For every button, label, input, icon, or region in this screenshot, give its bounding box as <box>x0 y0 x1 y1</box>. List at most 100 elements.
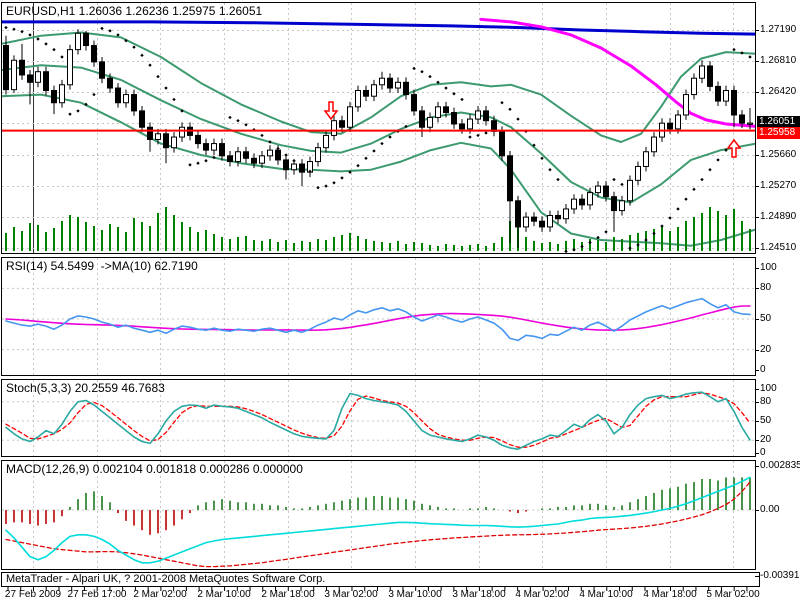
candle <box>699 60 705 84</box>
candle <box>115 83 121 108</box>
axis-tick <box>755 453 759 454</box>
candle <box>563 204 569 224</box>
candle <box>75 29 81 55</box>
axis-tick <box>755 30 759 31</box>
price-label: 1.26810 <box>760 55 797 66</box>
candle <box>691 73 697 100</box>
time-label: 3 Mar 18:00 <box>452 589 506 600</box>
candle <box>243 146 249 164</box>
candle <box>547 210 553 232</box>
candle <box>235 146 241 167</box>
candle <box>283 155 289 180</box>
main-chart-title: EURUSD,H1 1.26036 1.26236 1.25975 1.2605… <box>6 4 263 18</box>
candle <box>163 128 169 164</box>
time-label: 5 Mar 02:00 <box>706 589 760 600</box>
axis-tick <box>755 389 759 390</box>
bollinger-bands <box>1 31 756 247</box>
axis-tick <box>755 402 759 403</box>
macd-panel-canvas[interactable] <box>1 460 756 570</box>
axis-tick <box>755 155 759 156</box>
candle <box>179 122 185 142</box>
candle <box>571 194 577 214</box>
axis-tick <box>755 288 759 289</box>
candle <box>651 132 657 157</box>
price-label: 0.00 <box>760 504 780 515</box>
buy-arrow-object[interactable] <box>726 138 742 158</box>
current-price-badge: 1.26051 <box>757 116 800 128</box>
candle <box>355 85 361 112</box>
slow-ma-line <box>1 20 756 36</box>
stoch-main-line <box>5 391 751 450</box>
bollinger-upper-line <box>1 31 756 143</box>
price-label: 0 <box>760 447 766 458</box>
candle <box>531 212 537 227</box>
candle <box>251 153 257 169</box>
candle <box>619 195 625 216</box>
axis-tick <box>755 370 759 371</box>
price-label: 1.26420 <box>760 86 797 97</box>
time-label: 27 Feb 17:00 <box>67 589 127 600</box>
candle <box>523 212 529 232</box>
candle <box>579 194 585 210</box>
candle <box>43 66 49 96</box>
candle <box>379 71 385 90</box>
candle <box>747 107 753 130</box>
candle <box>723 85 729 107</box>
price-label: 1.24510 <box>760 242 797 253</box>
candle <box>475 106 481 124</box>
candle <box>739 110 745 129</box>
stoch-signal-line <box>5 392 751 448</box>
price-label: 100 <box>760 383 777 394</box>
time-label: 27 Feb 2009 <box>4 589 62 600</box>
price-label: 100 <box>760 262 777 273</box>
candle <box>715 81 721 107</box>
candle <box>27 70 33 105</box>
candle <box>395 77 401 93</box>
candles-layer <box>3 29 753 249</box>
axis-tick <box>755 510 759 511</box>
candle <box>419 106 425 138</box>
price-label: 50 <box>760 415 772 426</box>
candle <box>99 56 105 84</box>
rsi-title: RSI(14) 54.5499 ->MA(10) 62.7190 <box>6 259 198 273</box>
axis-tick <box>755 248 759 249</box>
status-bar: MetaTrader - Alpari UK, ? 2001-2008 Meta… <box>1 572 760 587</box>
bollinger-lower-line <box>1 93 756 247</box>
candle <box>483 106 489 126</box>
axis-tick <box>755 186 759 187</box>
candle <box>603 181 609 202</box>
sell-arrow-object[interactable] <box>323 101 339 121</box>
stochastic-panel-canvas[interactable] <box>1 379 756 457</box>
main-chart-canvas[interactable] <box>1 2 756 254</box>
axis-tick <box>755 92 759 93</box>
candle <box>203 138 209 156</box>
candle <box>3 35 9 95</box>
candle <box>227 150 233 167</box>
candle <box>451 107 457 129</box>
candle <box>539 216 545 232</box>
macd-main-line <box>5 476 751 564</box>
rsi-panel-canvas[interactable] <box>1 257 756 376</box>
price-label: 80 <box>760 282 772 293</box>
price-label: 1.27190 <box>760 24 797 35</box>
price-label: 20 <box>760 434 772 445</box>
stoch-title: Stoch(5,3,3) 20.2559 46.7683 <box>6 381 165 395</box>
candle <box>683 89 689 120</box>
candle <box>627 175 633 206</box>
rsi-line <box>5 297 751 342</box>
moving-averages <box>1 17 756 128</box>
price-label: 1.24890 <box>760 211 797 222</box>
price-label: 50 <box>760 313 772 324</box>
price-label: -0.00391 <box>760 570 800 581</box>
hline-price-badge: 1.25958 <box>757 127 800 139</box>
candle <box>371 79 377 102</box>
axis-tick <box>755 268 759 269</box>
candle <box>147 122 153 152</box>
candle <box>195 130 201 149</box>
axis-tick <box>755 440 759 441</box>
candle <box>91 40 97 67</box>
candle <box>139 106 145 133</box>
candle <box>259 150 265 169</box>
candle <box>347 101 353 133</box>
time-label: 2 Mar 02:00 <box>133 589 187 600</box>
